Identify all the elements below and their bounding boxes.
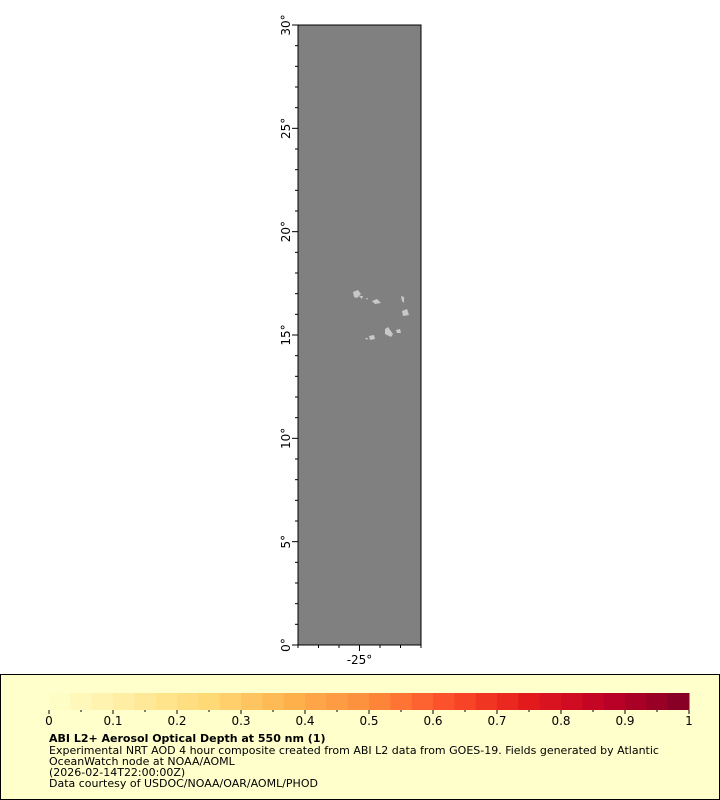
colorbar-label: 0.9 bbox=[615, 714, 634, 728]
colorbar-segment bbox=[305, 693, 327, 710]
colorbar-segment bbox=[369, 693, 391, 710]
lat-label: 10° bbox=[279, 428, 293, 449]
colorbar-label: 0.2 bbox=[167, 714, 186, 728]
colorbar-segment bbox=[70, 693, 93, 710]
colorbar-label: 0.1 bbox=[103, 714, 122, 728]
colorbar-segment bbox=[582, 693, 605, 710]
colorbar-segment bbox=[283, 693, 306, 710]
colorbar-segment bbox=[646, 693, 669, 710]
colorbar-segment bbox=[561, 693, 583, 710]
colorbar-segment bbox=[198, 693, 221, 710]
colorbar-segment bbox=[347, 693, 370, 710]
lat-label: 20° bbox=[279, 221, 293, 242]
colorbar-segment bbox=[518, 693, 541, 710]
legend-description-line2: OceanWatch node at NOAA/AOML bbox=[49, 755, 235, 768]
lat-label: 30° bbox=[279, 14, 293, 35]
colorbar-label: 0.6 bbox=[423, 714, 442, 728]
colorbar-segment bbox=[411, 693, 434, 710]
colorbar-label: 0.4 bbox=[295, 714, 314, 728]
map-plot: 0° 5° 10° 15° 20° 25° 30° -25° bbox=[279, 14, 422, 667]
colorbar-segment bbox=[454, 693, 477, 710]
legend-title: ABI L2+ Aerosol Optical Depth at 550 nm … bbox=[49, 732, 326, 745]
colorbar: 0 0.1 0.2 0.3 0.4 0.5 0.6 0.7 0.8 0.9 1 bbox=[45, 693, 693, 728]
colorbar-segment bbox=[219, 693, 242, 710]
legend-credit: Data courtesy of USDOC/NOAA/OAR/AOML/PHO… bbox=[49, 777, 318, 790]
colorbar-segment bbox=[49, 693, 71, 710]
colorbar-segment bbox=[326, 693, 349, 710]
colorbar-segment bbox=[241, 693, 263, 710]
colorbar-segment bbox=[390, 693, 413, 710]
map-ocean-area bbox=[297, 24, 422, 646]
colorbar-label: 0.5 bbox=[359, 714, 378, 728]
colorbar-segment bbox=[177, 693, 199, 710]
colorbar-label: 0 bbox=[45, 714, 53, 728]
colorbar-segment bbox=[667, 693, 690, 710]
colorbar-segment bbox=[113, 693, 135, 710]
colorbar-segment bbox=[262, 693, 285, 710]
legend-time: (2026-02-14T22:00:00Z) bbox=[49, 766, 186, 779]
colorbar-segment bbox=[603, 693, 626, 710]
colorbar-label: 0.3 bbox=[231, 714, 250, 728]
colorbar-segment bbox=[475, 693, 498, 710]
legend-panel: 0 0.1 0.2 0.3 0.4 0.5 0.6 0.7 0.8 0.9 1 ABI L2+ Ae… bbox=[0, 674, 720, 800]
lat-label: 25° bbox=[279, 118, 293, 139]
colorbar-segment bbox=[134, 693, 157, 710]
colorbar-segment bbox=[539, 693, 562, 710]
legend-description-line1: Experimental NRT AOD 4 hour composite cr… bbox=[49, 744, 659, 757]
colorbar-label: 1 bbox=[685, 714, 693, 728]
lat-label: 0° bbox=[279, 638, 293, 652]
colorbar-segment bbox=[155, 693, 178, 710]
colorbar-segment bbox=[91, 693, 114, 710]
colorbar-segment bbox=[625, 693, 647, 710]
colorbar-segment bbox=[497, 693, 519, 710]
lat-label: 15° bbox=[279, 324, 293, 345]
land-cape-verde-islands bbox=[353, 290, 409, 340]
lon-label: -25° bbox=[347, 653, 373, 667]
lat-label: 5° bbox=[279, 535, 293, 549]
colorbar-label: 0.8 bbox=[551, 714, 570, 728]
colorbar-label: 0.7 bbox=[487, 714, 506, 728]
colorbar-segment bbox=[433, 693, 455, 710]
